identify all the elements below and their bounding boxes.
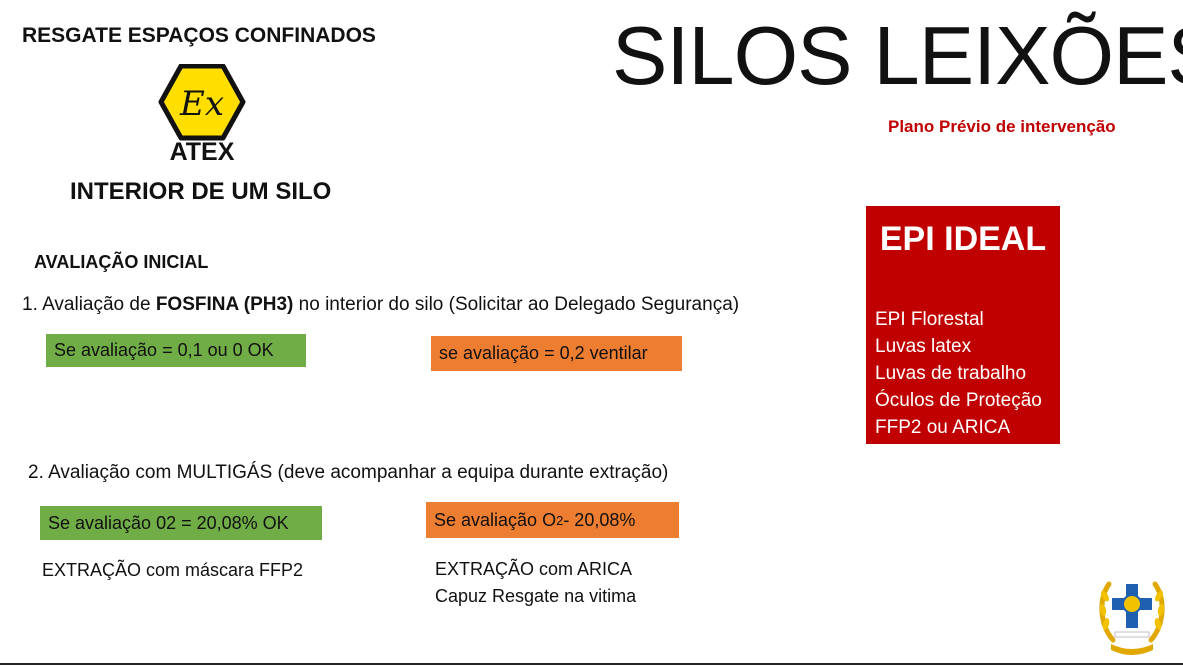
- epi-item: EPI Florestal: [875, 309, 984, 330]
- page-title: SILOS LEIXÕES: [612, 9, 1183, 102]
- step1-line: 1. Avaliação de FOSFINA (PH3) no interio…: [22, 294, 739, 316]
- section-title: INTERIOR DE UM SILO: [70, 178, 332, 205]
- step2-line: 2. Avaliação com MULTIGÁS (deve acompanh…: [28, 462, 669, 483]
- fire-brigade-emblem-icon: [1095, 574, 1169, 658]
- step2-warn-suffix: - 20,08%: [563, 509, 636, 530]
- atex-symbol: Ex: [179, 84, 224, 124]
- step2-ok-action: EXTRAÇÃO com máscara FFP2: [42, 560, 304, 580]
- epi-title: EPI IDEAL: [879, 220, 1047, 258]
- atex-label: ATEX: [170, 138, 235, 164]
- epi-item: Luvas latex: [875, 336, 972, 357]
- step2-warn-action-1: EXTRAÇÃO com ARICA: [435, 559, 633, 579]
- step1-ok-box: Se avaliação = 0,1 ou 0 OK: [46, 334, 306, 367]
- evaluation-title: AVALIAÇÃO INICIAL: [34, 252, 209, 272]
- step1-warn-box: se avaliação = 0,2 ventilar: [431, 336, 682, 371]
- step1-suffix: no interior do silo (Solicitar ao Delega…: [293, 294, 740, 315]
- step2-warn-sub: 2: [556, 512, 564, 528]
- resgate-title: RESGATE ESPAÇOS CONFINADOS: [22, 24, 376, 47]
- epi-item: FFP2 ou ARICA: [875, 417, 1011, 438]
- step2-warn-prefix: Se avaliação O: [434, 509, 557, 530]
- bottom-divider: [0, 663, 1183, 665]
- step1-bold: FOSFINA (PH3): [155, 294, 294, 315]
- step2-warn-action-2: Capuz Resgate na vitima: [435, 586, 637, 606]
- step2-ok-box: Se avaliação 02 = 20,08% OK: [40, 506, 322, 540]
- plan-subtitle: Plano Prévio de intervenção: [888, 117, 1116, 136]
- svg-text:ATEX: ATEX: [170, 138, 235, 164]
- atex-hexagon-icon: Ex ATEX: [158, 63, 246, 166]
- epi-item: Óculos de Proteção: [875, 390, 1042, 411]
- step1-prefix: 1. Avaliação de: [22, 294, 156, 315]
- epi-item: Luvas de trabalho: [875, 363, 1027, 384]
- epi-panel: EPI IDEAL EPI Florestal Luvas latex Luva…: [866, 206, 1060, 444]
- svg-text:Ex: Ex: [179, 84, 224, 124]
- atex-logo: Ex ATEX: [157, 63, 247, 166]
- epi-list: EPI Florestal Luvas latex Luvas de traba…: [875, 306, 1042, 441]
